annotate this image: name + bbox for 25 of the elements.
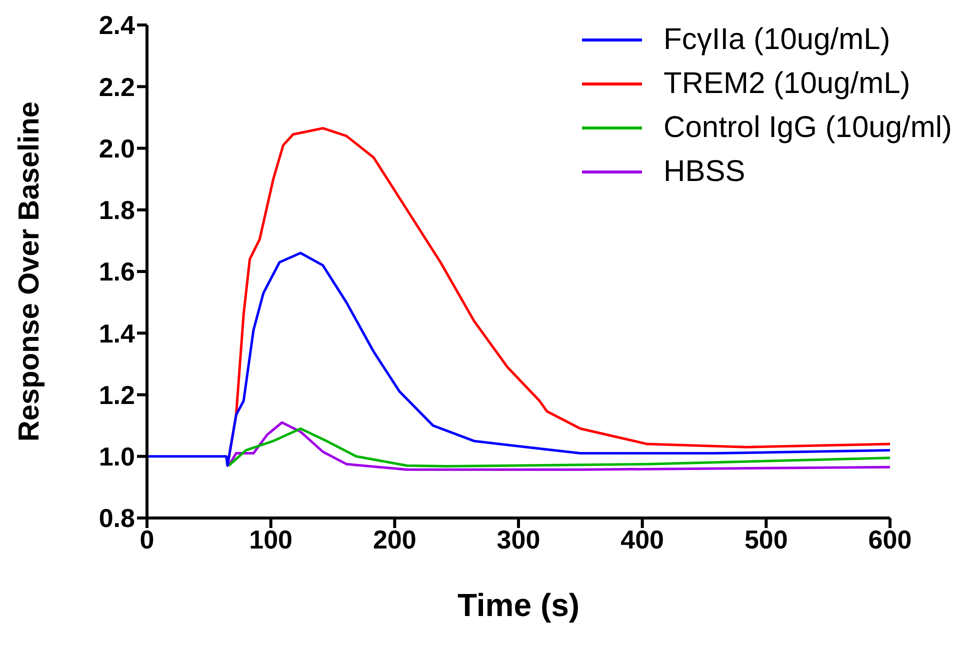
y-axis-title: Response Over Baseline: [13, 101, 46, 442]
x-tick-label: 500: [744, 524, 788, 554]
x-axis-title: Time (s): [457, 587, 580, 623]
line-series: [227, 421, 890, 471]
y-tick-label: 1.6: [98, 256, 135, 287]
x-tick-label: 600: [868, 524, 912, 554]
x-tick-label: 400: [620, 524, 664, 554]
x-tick-label: 200: [372, 524, 416, 554]
line-series: [227, 427, 890, 468]
y-tick-label: 0.8: [98, 503, 135, 534]
y-tick-label: 2.2: [98, 72, 135, 102]
line-series: [147, 252, 890, 467]
y-tick-label: 2.0: [98, 133, 135, 164]
y-tick-label: 1.8: [98, 195, 135, 226]
legend-label: FcγIIa (10ug/mL): [664, 23, 890, 57]
x-tick-label: 100: [249, 524, 293, 554]
x-tick-label: 0: [140, 524, 154, 554]
y-tick-label: 1.0: [98, 442, 135, 472]
y-tick-label: 1.2: [98, 380, 135, 410]
legend-label: TREM2 (10ug/mL): [664, 67, 910, 101]
x-tick-label: 300: [496, 524, 540, 554]
legend-label: Control IgG (10ug/ml): [664, 111, 952, 145]
legend-label: HBSS: [664, 155, 746, 189]
y-tick-label: 2.4: [98, 10, 136, 40]
y-tick-label: 1.4: [98, 318, 136, 348]
